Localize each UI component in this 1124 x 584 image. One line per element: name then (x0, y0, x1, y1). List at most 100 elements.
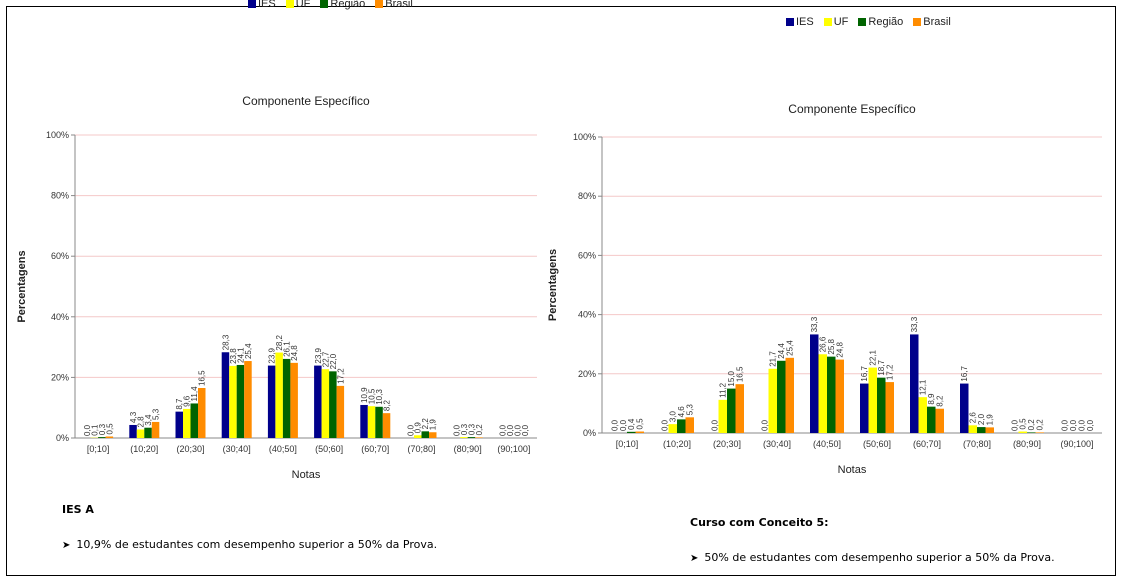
data-label: 2,6 (969, 412, 978, 424)
bar (860, 383, 869, 433)
legend-entry: UF (285, 0, 310, 10)
data-label: 26,6 (819, 336, 828, 352)
data-label: 24,8 (836, 341, 845, 357)
legend-entry: Região (858, 16, 903, 28)
legend-swatch-uf (823, 18, 832, 26)
x-tick-label: [0;10] (87, 444, 110, 454)
x-tick-label: (70;80] (963, 439, 991, 449)
data-label: 0,0 (610, 419, 619, 431)
bar (627, 431, 636, 433)
y-tick-label: 60% (578, 250, 596, 260)
legend-entry: UF (823, 16, 849, 28)
bar (282, 358, 291, 438)
data-label: 2,0 (977, 413, 986, 425)
data-label: 0,3 (460, 423, 469, 435)
data-label: 10,5 (368, 388, 377, 404)
data-label: 8,7 (175, 398, 184, 410)
bar (735, 384, 744, 433)
legend-entry: IES (248, 0, 276, 10)
bar (1018, 431, 1027, 433)
x-tick-label: (10;20] (130, 444, 158, 454)
legend-label: Região (868, 16, 904, 28)
bar (98, 437, 106, 438)
bar (367, 406, 376, 438)
chart-title: Componente Específico (242, 94, 370, 108)
y-tick-label: 20% (51, 372, 69, 382)
data-label: 24,8 (290, 345, 299, 361)
x-tick-label: (60;70] (913, 439, 941, 449)
data-label: 8,2 (383, 399, 392, 411)
x-tick-label: (80;90] (454, 444, 482, 454)
x-tick-label: (70;80] (407, 444, 435, 454)
data-label: 0,5 (105, 423, 114, 435)
data-label: 21,7 (769, 351, 778, 367)
data-label: 0,0 (521, 424, 530, 436)
x-tick-label: (60;70] (361, 444, 389, 454)
legend-entry: Região (320, 0, 365, 10)
data-label: 3,4 (144, 414, 153, 426)
legend-swatch-regiao (320, 0, 329, 8)
bar (677, 419, 686, 433)
bar (267, 365, 276, 438)
bar (877, 377, 886, 433)
data-label: 0,3 (98, 423, 107, 435)
legend-entry: Brasil (913, 16, 951, 28)
bar (718, 399, 727, 433)
note-right-bullet: ➤ 50% de estudantes com desempenho superi… (690, 551, 1055, 564)
bar (151, 421, 160, 438)
data-label: 4,3 (129, 411, 138, 423)
bar (777, 360, 786, 433)
bar (885, 382, 894, 433)
data-label: 25,4 (244, 343, 253, 359)
legend-swatch-ies (248, 0, 256, 8)
bar (827, 356, 836, 433)
note-left-text: 10,9% de estudantes com desempenho super… (76, 538, 438, 551)
data-label: 9,6 (183, 395, 192, 407)
data-label: 0,5 (636, 418, 645, 430)
data-label: 24,1 (236, 347, 245, 363)
data-label: 0,1 (90, 424, 99, 436)
legend-swatch-uf (285, 0, 294, 8)
data-label: 11,4 (190, 386, 199, 402)
y-tick-label: 100% (573, 132, 596, 142)
data-label: 0,0 (83, 424, 92, 436)
legend-swatch-brasil (375, 0, 384, 8)
data-label: 22,0 (329, 353, 338, 369)
legend-left: IES UF Região Brasil (248, 0, 419, 10)
bar (960, 383, 969, 433)
bar (467, 437, 476, 438)
note-left-title: IES A (62, 503, 94, 516)
data-label: 8,9 (927, 393, 936, 405)
data-label: 5,3 (686, 404, 695, 416)
bar (1027, 432, 1036, 433)
y-tick-label: 80% (51, 191, 69, 201)
legend-label: Região (330, 0, 366, 10)
bar (785, 357, 794, 433)
data-label: 18,7 (877, 360, 886, 376)
bar (221, 352, 230, 438)
bar (244, 361, 252, 438)
data-label: 0,0 (506, 424, 515, 436)
y-tick-label: 100% (46, 130, 69, 140)
data-label: 0,2 (1036, 419, 1045, 431)
bar (183, 408, 191, 438)
x-tick-label: (40;50] (813, 439, 841, 449)
data-label: 0,2 (1027, 419, 1036, 431)
bar (835, 359, 844, 433)
bar (985, 427, 994, 433)
bar (818, 354, 827, 433)
data-label: 12,1 (919, 379, 928, 395)
data-label: 24,4 (777, 343, 786, 359)
legend-label: UF (833, 16, 849, 28)
x-tick-label: (20;30] (176, 444, 204, 454)
data-label: 0,9 (414, 422, 423, 434)
data-label: 28,3 (221, 334, 230, 350)
y-tick-label: 60% (51, 251, 69, 261)
x-tick-label: (80;90] (1013, 439, 1041, 449)
x-tick-label: (50;60] (863, 439, 891, 449)
bar (229, 365, 237, 438)
bar (314, 365, 322, 438)
bar (927, 406, 936, 433)
bar (968, 425, 977, 433)
bar (144, 427, 152, 438)
